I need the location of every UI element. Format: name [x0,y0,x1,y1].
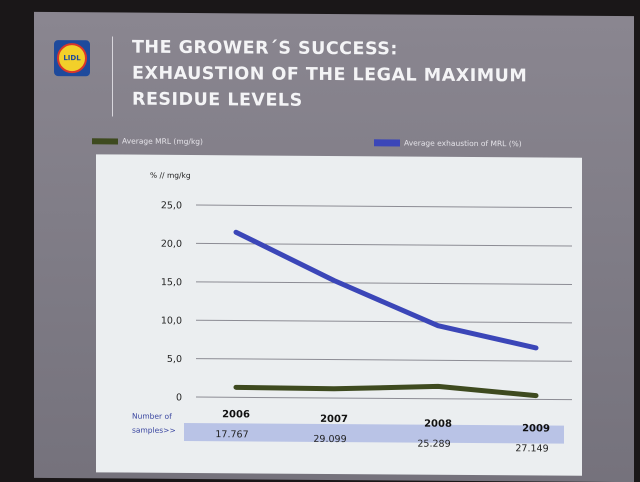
samples-value-1: 29.099 [313,434,346,445]
gridline-5 [196,204,572,209]
samples-value-0: 17.767 [215,429,248,440]
gridline-2 [196,319,572,324]
samples-bar [184,422,564,444]
samples-value-2: 25.289 [417,439,450,450]
legend-label-exhaustion: Average exhaustion of MRL (%) [404,138,522,149]
slide-title: THE GROWER´S SUCCESS: EXHAUSTION OF THE … [132,35,612,116]
legend-item-exhaustion: Average exhaustion of MRL (%) [374,138,522,148]
title-line-2: EXHAUSTION OF THE LEGAL MAXIMUM [132,63,528,87]
title-divider [112,36,113,117]
slide: LIDL THE GROWER´S SUCCESS: EXHAUSTION OF… [34,11,634,482]
samples-label-line2: samples>> [132,426,176,435]
samples-label-line1: Number of [132,412,172,421]
y-tick-label-1: 5,0 [167,354,182,365]
legend-swatch-exhaustion [374,139,400,147]
series-line-1 [233,229,539,351]
x-tick-label-3: 2009 [522,423,550,434]
x-tick-label-2: 2008 [424,419,452,430]
x-tick-label-1: 2007 [320,414,348,425]
y-tick-label-0: 0 [176,392,182,403]
title-line-1: THE GROWER´S SUCCESS: [132,37,398,60]
gridline-3 [196,281,572,285]
line-chart: % // mg/kg 0 5,0 10,0 15,0 20,0 25,0 Number of s… [132,171,572,454]
logo-text: LIDL [57,43,87,74]
legend-item-mrl: Average MRL (mg/kg) [92,136,203,146]
legend-label-mrl: Average MRL (mg/kg) [122,136,203,147]
gridline-1 [196,358,572,362]
legend-swatch-mrl [92,137,118,144]
y-tick-label-3: 15,0 [161,277,182,288]
series-line-0 [233,383,539,399]
chart-panel: % // mg/kg 0 5,0 10,0 15,0 20,0 25,0 Number of s… [96,154,582,476]
y-axis-label: % // mg/kg [150,171,191,180]
x-tick-label-0: 2006 [222,409,250,420]
gridline-0 [196,396,572,401]
gridline-4 [196,242,572,247]
y-tick-label-2: 10,0 [161,315,182,326]
y-tick-label-4: 20,0 [161,239,182,250]
lidl-logo: LIDL [54,40,90,77]
samples-value-3: 27.149 [515,443,548,454]
y-tick-label-5: 25,0 [161,200,182,211]
title-line-3: RESIDUE LEVELS [132,89,303,111]
